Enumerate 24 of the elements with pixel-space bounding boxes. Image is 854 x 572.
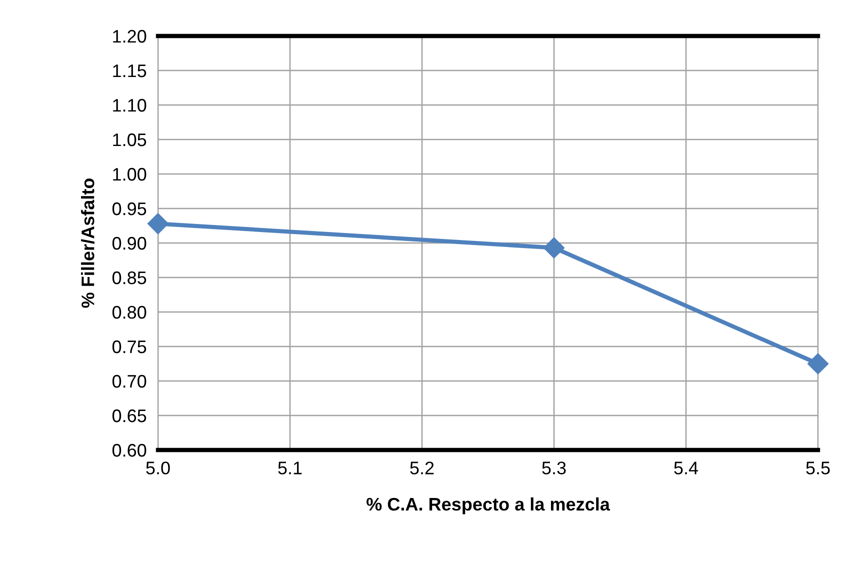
y-tick-label: 0.80 — [112, 306, 146, 319]
y-tick-label: 0.60 — [112, 444, 146, 457]
y-tick-label: 0.65 — [112, 409, 146, 422]
y-tick-label: 0.70 — [112, 374, 146, 388]
y-tick-label: 1.20 — [113, 30, 146, 43]
x-axis-title: % C.A. Respecto a la mezcla — [366, 497, 610, 514]
x-tick-label: 5.5 — [806, 462, 830, 474]
x-tick-label: 5.4 — [674, 462, 698, 474]
y-tick-label: 0.75 — [112, 340, 146, 354]
y-tick-label: 1.15 — [113, 64, 146, 78]
point — [147, 213, 169, 234]
point — [807, 353, 829, 374]
x-tick-label: 5.3 — [542, 462, 566, 474]
y-tick-label: 0.90 — [112, 236, 146, 250]
x-tick-label: 5.2 — [410, 462, 434, 474]
y-axis-title: % Filler/Asfalto — [81, 178, 94, 308]
y-tick-label: 0.95 — [112, 202, 146, 216]
y-tick-label: 1.05 — [113, 133, 146, 146]
x-tick-label: 5.1 — [278, 462, 302, 474]
x-tick-label: 5.0 — [146, 462, 170, 474]
y-tick-label: 0.85 — [112, 271, 146, 284]
y-tick-label: 1.10 — [113, 98, 146, 112]
point — [543, 237, 565, 258]
y-tick-label: 1.00 — [113, 168, 146, 181]
